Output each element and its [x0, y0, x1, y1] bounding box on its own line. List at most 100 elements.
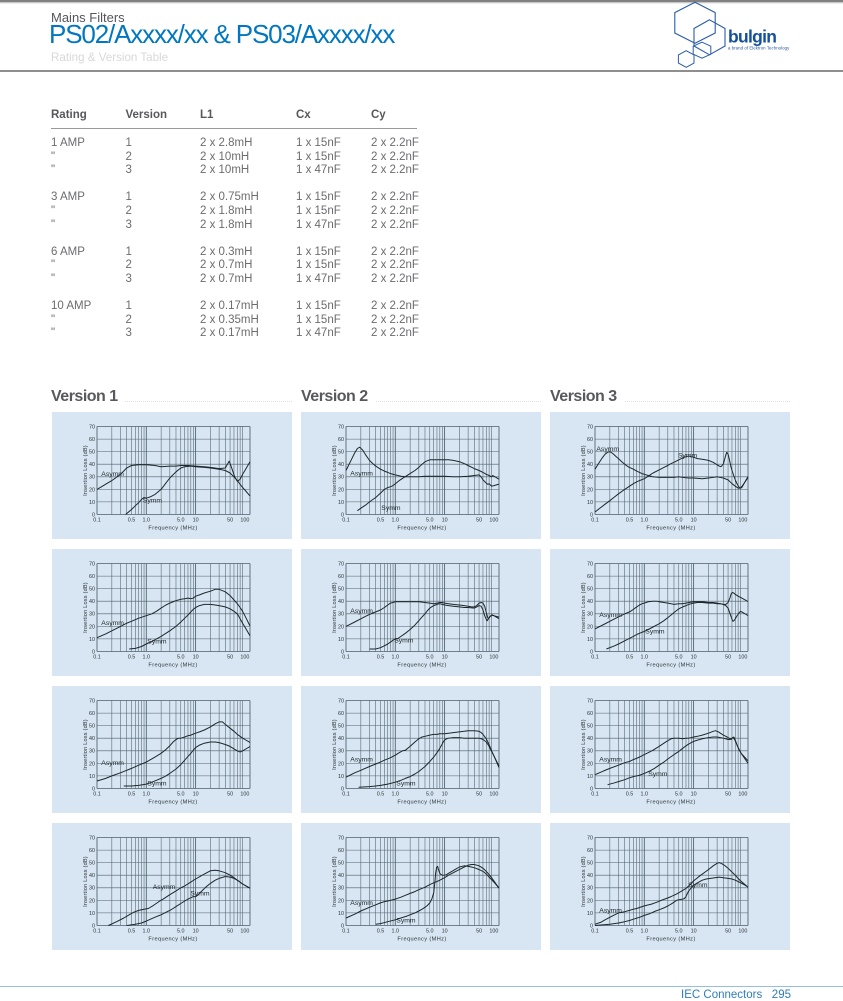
svg-text:100: 100	[240, 792, 249, 798]
svg-text:1.0: 1.0	[641, 655, 649, 661]
svg-text:5.0: 5.0	[177, 929, 185, 935]
svg-text:10: 10	[89, 774, 95, 780]
svg-text:0: 0	[590, 512, 593, 518]
svg-text:60: 60	[587, 711, 593, 717]
svg-text:0: 0	[590, 923, 593, 929]
svg-text:50: 50	[587, 450, 593, 456]
svg-text:Asymm: Asymm	[153, 884, 176, 891]
svg-text:Asymm: Asymm	[599, 907, 622, 914]
svg-text:10: 10	[587, 911, 593, 917]
svg-text:Insertion Loss (dB): Insertion Loss (dB)	[83, 582, 89, 633]
svg-text:50: 50	[338, 724, 344, 730]
svg-text:10: 10	[89, 637, 95, 643]
svg-text:50: 50	[476, 792, 482, 798]
svg-text:50: 50	[227, 929, 233, 935]
svg-text:Insertion Loss (dB): Insertion Loss (dB)	[332, 719, 338, 770]
svg-text:Frequency (MHz): Frequency (MHz)	[397, 526, 446, 532]
svg-text:100: 100	[738, 655, 747, 661]
svg-text:0.5: 0.5	[626, 792, 634, 798]
svg-text:10: 10	[587, 637, 593, 643]
svg-text:40: 40	[89, 873, 95, 879]
svg-text:50: 50	[725, 792, 731, 798]
svg-text:0: 0	[341, 649, 344, 655]
svg-text:0.5: 0.5	[128, 518, 136, 524]
svg-text:50: 50	[725, 518, 731, 524]
svg-text:0: 0	[92, 649, 95, 655]
svg-text:10: 10	[193, 929, 199, 935]
svg-text:20: 20	[338, 761, 344, 767]
svg-text:0: 0	[341, 786, 344, 792]
svg-text:30: 30	[89, 749, 95, 755]
svg-text:30: 30	[338, 749, 344, 755]
svg-text:30: 30	[587, 612, 593, 618]
svg-text:0.5: 0.5	[377, 518, 385, 524]
svg-text:5.0: 5.0	[426, 929, 434, 935]
svg-text:10: 10	[691, 929, 697, 935]
svg-text:10: 10	[691, 655, 697, 661]
svg-text:30: 30	[338, 886, 344, 892]
svg-text:60: 60	[338, 848, 344, 854]
svg-text:Symm: Symm	[147, 780, 167, 787]
svg-text:0: 0	[92, 512, 95, 518]
svg-text:0.1: 0.1	[591, 518, 599, 524]
svg-text:40: 40	[89, 736, 95, 742]
svg-text:60: 60	[587, 848, 593, 854]
svg-text:Asymm: Asymm	[101, 471, 124, 478]
svg-text:100: 100	[738, 518, 747, 524]
svg-text:5.0: 5.0	[426, 518, 434, 524]
svg-text:10: 10	[193, 792, 199, 798]
svg-text:5.0: 5.0	[675, 655, 683, 661]
svg-text:60: 60	[89, 711, 95, 717]
svg-text:Frequency (MHz): Frequency (MHz)	[646, 663, 695, 669]
svg-text:5.0: 5.0	[675, 792, 683, 798]
svg-text:50: 50	[89, 587, 95, 593]
svg-text:100: 100	[489, 655, 498, 661]
svg-text:0.1: 0.1	[591, 929, 599, 935]
svg-text:10: 10	[691, 792, 697, 798]
svg-text:Insertion Loss (dB): Insertion Loss (dB)	[83, 445, 89, 496]
svg-text:50: 50	[587, 861, 593, 867]
svg-text:30: 30	[587, 475, 593, 481]
svg-text:50: 50	[725, 929, 731, 935]
svg-text:1.0: 1.0	[392, 792, 400, 798]
svg-text:20: 20	[89, 624, 95, 630]
svg-text:0.1: 0.1	[342, 655, 350, 661]
svg-text:70: 70	[89, 835, 95, 841]
svg-text:0.5: 0.5	[626, 929, 634, 935]
svg-text:Asymm: Asymm	[350, 757, 373, 764]
svg-text:0: 0	[590, 786, 593, 792]
svg-text:50: 50	[476, 929, 482, 935]
svg-text:Symm: Symm	[678, 452, 698, 459]
svg-text:10: 10	[442, 518, 448, 524]
svg-text:50: 50	[89, 450, 95, 456]
svg-text:Frequency (MHz): Frequency (MHz)	[646, 526, 695, 532]
svg-text:0.1: 0.1	[591, 655, 599, 661]
svg-text:Frequency (MHz): Frequency (MHz)	[397, 663, 446, 669]
svg-text:50: 50	[227, 655, 233, 661]
svg-text:Insertion Loss (dB): Insertion Loss (dB)	[332, 445, 338, 496]
svg-text:Symm: Symm	[394, 638, 414, 645]
svg-text:20: 20	[338, 487, 344, 493]
svg-text:Asymm: Asymm	[596, 446, 619, 453]
svg-text:40: 40	[587, 736, 593, 742]
svg-text:70: 70	[338, 835, 344, 841]
svg-text:1.0: 1.0	[392, 929, 400, 935]
svg-text:10: 10	[193, 518, 199, 524]
svg-text:Symm: Symm	[645, 628, 665, 635]
svg-text:100: 100	[240, 518, 249, 524]
svg-text:50: 50	[476, 655, 482, 661]
svg-text:Insertion Loss (dB): Insertion Loss (dB)	[83, 856, 89, 907]
svg-text:Frequency (MHz): Frequency (MHz)	[148, 937, 197, 943]
svg-text:Frequency (MHz): Frequency (MHz)	[148, 663, 197, 669]
svg-text:10: 10	[193, 655, 199, 661]
svg-text:10: 10	[338, 637, 344, 643]
svg-text:1.0: 1.0	[143, 655, 151, 661]
svg-text:0.1: 0.1	[93, 792, 101, 798]
svg-text:5.0: 5.0	[675, 518, 683, 524]
svg-text:30: 30	[587, 749, 593, 755]
svg-text:50: 50	[587, 724, 593, 730]
svg-text:0.1: 0.1	[93, 929, 101, 935]
svg-text:1.0: 1.0	[143, 929, 151, 935]
svg-text:30: 30	[89, 612, 95, 618]
svg-text:0: 0	[341, 512, 344, 518]
